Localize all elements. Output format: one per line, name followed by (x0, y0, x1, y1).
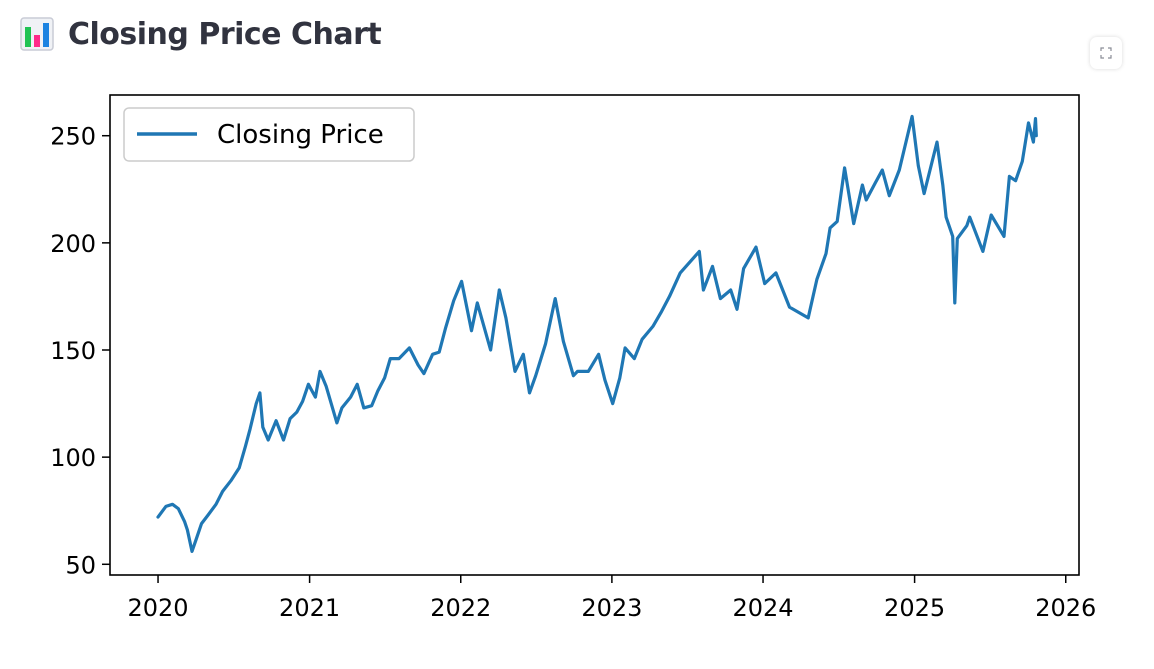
x-tick-label-2024: 2024 (733, 594, 794, 622)
x-tick-label-2020: 2020 (127, 594, 188, 622)
x-tick-label-2026: 2026 (1035, 594, 1096, 622)
plot-frame (109, 94, 1080, 576)
series-line-closing-price (156, 114, 1038, 554)
y-tick-label-100: 100 (50, 444, 96, 472)
fullscreen-button[interactable] (1090, 37, 1122, 69)
y-tick-label-50: 50 (65, 551, 96, 579)
x-tick-label-2023: 2023 (581, 594, 642, 622)
y-tick-label-150: 150 (50, 337, 96, 365)
x-tick-label-2022: 2022 (430, 594, 491, 622)
chart-legend: Closing Price (123, 107, 415, 162)
legend-label-closing-price: Closing Price (217, 120, 384, 150)
fullscreen-icon (1100, 47, 1112, 59)
page-header: Closing Price Chart (20, 12, 382, 56)
legend-box (123, 107, 415, 162)
bar-chart-icon (20, 17, 54, 51)
x-tick-label-2021: 2021 (279, 594, 340, 622)
y-tick-label-250: 250 (50, 123, 96, 151)
page-title: Closing Price Chart (68, 16, 382, 52)
x-tick-label-2025: 2025 (884, 594, 945, 622)
y-tick-label-200: 200 (50, 230, 96, 258)
